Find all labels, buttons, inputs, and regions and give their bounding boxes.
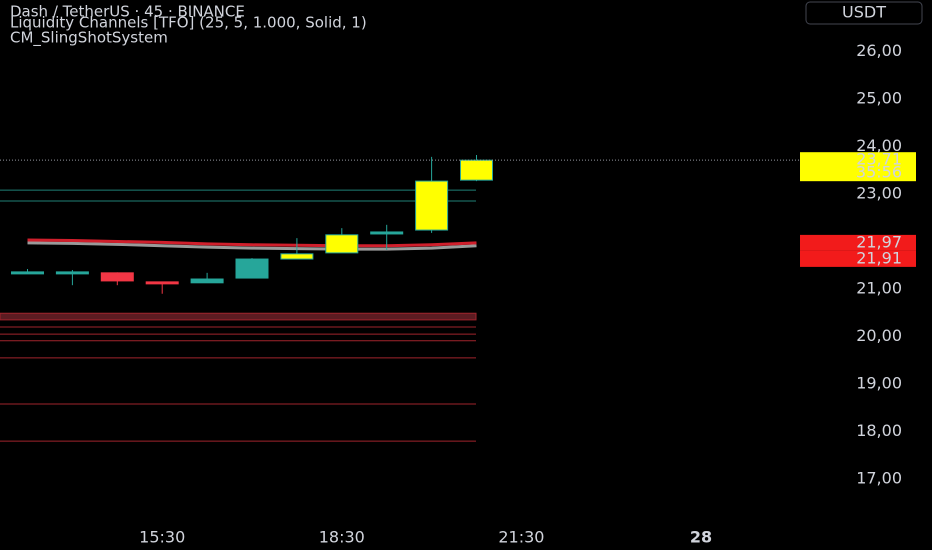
y-tick-label: 24,00 (856, 136, 902, 155)
price-label: 21,97 (856, 232, 902, 251)
indicator-label: Liquidity Channels [TFO] (25, 5, 1.000, … (10, 14, 367, 32)
price-label-box (800, 152, 916, 182)
candle-body (235, 258, 269, 279)
price-label: 23,71 (856, 150, 902, 169)
y-tick-label: 26,00 (856, 41, 902, 60)
x-tick-label: 18:30 (319, 528, 365, 547)
y-tick-label: 20,00 (856, 326, 902, 345)
candle-body (55, 271, 89, 275)
y-tick-label: 19,00 (856, 374, 902, 393)
candle-body (460, 159, 493, 181)
candle-body (11, 271, 44, 275)
y-tick-label: 25,00 (856, 88, 902, 107)
moving-average (27, 238, 477, 248)
chart-title: Dash / TetherUS · 45 · BINANCE (10, 3, 245, 21)
moving-average (27, 241, 477, 251)
indicator-label: CM_SlingShotSystem (10, 29, 168, 48)
currency-label[interactable]: USDT (842, 3, 886, 22)
y-tick-label: 21,00 (856, 278, 902, 297)
y-tick-label: 18,00 (856, 421, 902, 440)
x-tick-label: 15:30 (139, 528, 185, 547)
candle-body (370, 231, 404, 235)
y-tick-label: 17,00 (856, 469, 902, 488)
currency-button[interactable] (805, 1, 923, 25)
candle-body (100, 272, 134, 282)
countdown: 35:56 (856, 163, 902, 182)
candle-body (145, 281, 179, 285)
candle-body (415, 180, 449, 231)
y-tick-label: 23,00 (856, 183, 902, 202)
price-label: 21,91 (856, 248, 902, 267)
x-tick-label: 21:30 (498, 528, 544, 547)
plot-area (0, 154, 800, 442)
price-label-box (800, 250, 916, 267)
candle-body (325, 234, 359, 254)
x-tick-label: 28 (690, 528, 712, 547)
candle-body (190, 278, 224, 284)
candle-body (280, 253, 314, 260)
price-label-box (800, 234, 916, 251)
liquidity-band (0, 312, 477, 321)
